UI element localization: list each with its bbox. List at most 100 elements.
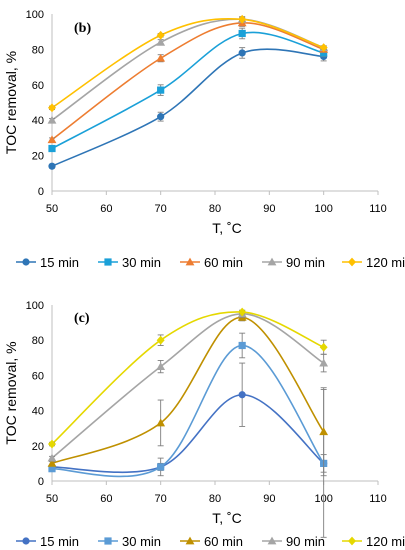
series-line xyxy=(51,17,324,109)
data-point xyxy=(238,307,247,317)
y-tick-label: 20 xyxy=(32,151,44,163)
data-point xyxy=(238,14,247,24)
y-tick-label: 100 xyxy=(26,300,44,312)
legend-label: 15 min xyxy=(40,534,79,549)
y-tick-label: 80 xyxy=(32,335,44,347)
series-line xyxy=(51,48,324,167)
data-point xyxy=(47,453,57,462)
data-point xyxy=(156,335,165,345)
legend: 15 min 30 min 60 min 90 min 120 min xyxy=(16,255,405,270)
panel-label: (c) xyxy=(74,311,90,326)
y-tick-label: 60 xyxy=(32,370,44,382)
legend: 15 min 30 min 60 min 90 min 120 min xyxy=(16,534,405,549)
x-axis-label: T, ˚C xyxy=(212,220,242,236)
x-tick-label: 100 xyxy=(314,203,332,215)
legend-swatch-marker xyxy=(348,257,356,267)
data-point xyxy=(319,358,329,367)
x-tick-label: 70 xyxy=(155,203,167,215)
data-point xyxy=(157,113,165,121)
series-15-min xyxy=(48,362,328,474)
data-point xyxy=(156,53,166,62)
data-point xyxy=(47,459,57,467)
legend-swatch-marker xyxy=(104,258,112,266)
y-tick-label: 80 xyxy=(32,44,44,56)
y-tick-label: 20 xyxy=(32,441,44,453)
chart-panel-1: 0 20 40 60 80 100 50 60 70 80 90 100 110 T, ˚C TOC rem… xyxy=(3,9,405,270)
data-point xyxy=(238,29,246,38)
data-point xyxy=(319,427,329,436)
legend-label: 90 min xyxy=(286,534,325,549)
legend-swatch-marker xyxy=(22,537,30,545)
legend-label: 60 min xyxy=(204,255,243,270)
legend-swatch-marker xyxy=(267,257,277,266)
x-tick-label: 60 xyxy=(100,493,112,505)
y-tick-label: 40 xyxy=(32,115,44,127)
x-tick-label: 70 xyxy=(155,493,167,505)
series-120-min xyxy=(48,307,328,449)
legend-swatch-marker xyxy=(267,536,277,545)
data-point xyxy=(48,465,56,473)
y-tick-label: 40 xyxy=(32,406,44,418)
legend-swatch-marker xyxy=(185,536,195,545)
data-point xyxy=(156,30,165,40)
x-tick-label: 90 xyxy=(263,493,275,505)
data-point xyxy=(320,49,328,57)
x-tick-label: 60 xyxy=(100,203,112,215)
series-line xyxy=(51,311,324,445)
y-axis-label: TOC removal, % xyxy=(3,51,19,154)
legend-label: 30 min xyxy=(122,255,161,270)
legend-swatch-marker xyxy=(185,257,195,266)
y-tick-label: 0 xyxy=(38,476,44,488)
data-point xyxy=(48,439,56,449)
series-15-min xyxy=(48,47,328,170)
data-point xyxy=(47,115,57,124)
legend-swatch-marker xyxy=(22,258,30,266)
y-tick-label: 100 xyxy=(26,9,44,21)
x-tick-label: 110 xyxy=(369,203,387,215)
legend-label: 15 min xyxy=(40,255,79,270)
legend-swatch-marker xyxy=(348,536,356,546)
series-line xyxy=(51,22,324,141)
series-120-min xyxy=(48,14,328,113)
data-point xyxy=(238,341,246,350)
series-90-min xyxy=(47,309,329,462)
legend-label: 60 min xyxy=(204,534,243,549)
series-line xyxy=(51,316,325,465)
x-tick-label: 80 xyxy=(209,493,221,505)
series-line xyxy=(51,393,325,474)
data-point xyxy=(48,144,56,153)
y-axis-label: TOC removal, % xyxy=(3,341,19,444)
data-point xyxy=(156,418,166,427)
series-line xyxy=(51,31,324,150)
data-point xyxy=(157,86,165,94)
series-line xyxy=(51,312,325,459)
legend-swatch-marker xyxy=(104,537,112,545)
x-tick-label: 110 xyxy=(369,493,387,505)
data-point xyxy=(48,162,56,170)
y-tick-label: 60 xyxy=(32,80,44,92)
data-point xyxy=(319,342,328,352)
x-tick-label: 50 xyxy=(46,203,58,215)
series-line xyxy=(51,344,325,478)
panel-label: (b) xyxy=(74,21,91,36)
data-point xyxy=(47,135,57,144)
data-point xyxy=(319,43,328,53)
legend-label: 120 min xyxy=(366,255,405,270)
y-tick-label: 0 xyxy=(38,186,44,198)
x-axis-label: T, ˚C xyxy=(212,510,242,526)
x-tick-label: 90 xyxy=(263,203,275,215)
data-point xyxy=(156,37,166,46)
data-point xyxy=(156,362,166,370)
x-tick-label: 50 xyxy=(46,493,58,505)
data-point xyxy=(157,463,165,471)
data-point xyxy=(48,103,56,113)
legend-label: 30 min xyxy=(122,534,161,549)
series-60-min xyxy=(47,312,329,477)
series-30-min xyxy=(48,27,328,153)
data-point xyxy=(238,49,246,57)
legend-label: 90 min xyxy=(286,255,325,270)
legend-label: 120 min xyxy=(366,534,405,549)
x-tick-label: 80 xyxy=(209,203,221,215)
